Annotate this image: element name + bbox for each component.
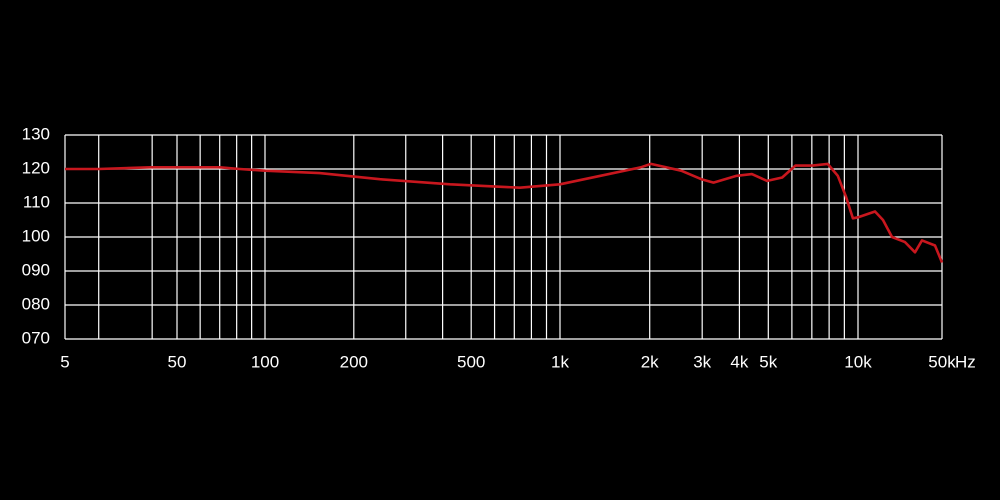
x-tick-label: 50k xyxy=(928,352,956,371)
x-tick-label: 200 xyxy=(340,352,368,371)
x-tick-label: 2k xyxy=(641,352,659,371)
y-tick-label: 100 xyxy=(22,226,50,245)
y-tick-label: 080 xyxy=(22,294,50,313)
x-tick-label: 3k xyxy=(693,352,711,371)
y-tick-label: 120 xyxy=(22,158,50,177)
y-tick-label: 130 xyxy=(22,124,50,143)
y-tick-label: 090 xyxy=(22,260,50,279)
x-tick-label: 1k xyxy=(551,352,569,371)
response-line xyxy=(65,162,944,263)
x-tick-label: 4k xyxy=(730,352,748,371)
x-axis-label: Hz xyxy=(955,352,976,371)
y-tick-label: 070 xyxy=(22,328,50,347)
y-tick-label: 110 xyxy=(23,192,50,211)
x-tick-label: 10k xyxy=(844,352,872,371)
x-tick-label: 500 xyxy=(457,352,485,371)
x-tick-label: 50 xyxy=(168,352,187,371)
x-tick-label: 100 xyxy=(251,352,279,371)
x-tick-label: 5k xyxy=(759,352,777,371)
x-tick-label: 5 xyxy=(60,352,69,371)
